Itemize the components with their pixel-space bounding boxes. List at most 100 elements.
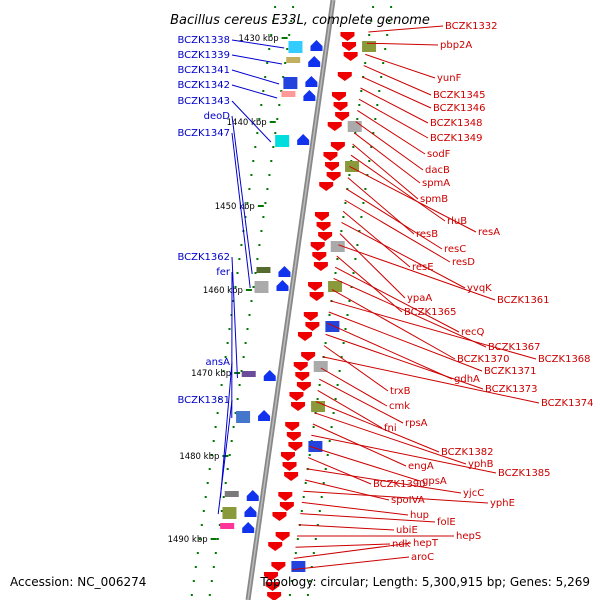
- guide-dot: [374, 118, 377, 120]
- forward-gene-arrow: [263, 370, 276, 381]
- leader-line: [361, 76, 432, 109]
- forward-gene-label: BCZK1347: [177, 128, 230, 139]
- reverse-gene-label: trxB: [390, 386, 411, 397]
- guide-dot: [268, 174, 271, 176]
- reverse-gene-label: spoIVA: [391, 495, 425, 506]
- reverse-gene-label: hepS: [456, 531, 481, 542]
- leader-line: [303, 490, 489, 504]
- leader-line: [300, 513, 436, 523]
- guide-dot: [378, 90, 381, 92]
- guide-dot: [276, 118, 279, 120]
- guide-dot: [274, 6, 277, 8]
- ruler-label: 1480 kbp: [179, 452, 219, 462]
- leader-line: [231, 256, 238, 379]
- gene-feature-block: [291, 561, 306, 572]
- gene-feature-block: [281, 91, 296, 97]
- guide-dot: [218, 398, 221, 400]
- guide-dot: [216, 538, 219, 540]
- guide-dot: [326, 454, 329, 456]
- guide-dot: [220, 384, 223, 386]
- guide-dot: [344, 202, 347, 204]
- reverse-gene-arrow: [280, 452, 295, 461]
- guide-dot: [376, 104, 379, 106]
- reverse-gene-label: BCZK1370: [457, 354, 510, 365]
- guide-dot: [210, 580, 213, 582]
- guide-dot: [284, 62, 287, 64]
- reverse-gene-arrow: [279, 502, 294, 511]
- gene-feature-block: [220, 523, 235, 529]
- reverse-gene-arrow: [337, 72, 352, 81]
- reverse-gene-label: yunF: [437, 73, 462, 84]
- reverse-gene-arrow: [309, 292, 324, 301]
- reverse-gene-arrow: [314, 212, 329, 221]
- forward-gene-arrow: [305, 76, 318, 87]
- guide-dot: [382, 62, 385, 64]
- guide-dot: [364, 62, 367, 64]
- guide-dot: [390, 6, 393, 8]
- reverse-gene-label: resA: [478, 227, 500, 238]
- guide-dot: [340, 230, 343, 232]
- leader-line: [363, 65, 432, 96]
- reverse-gene-label: pbp2A: [440, 40, 472, 51]
- guide-dot: [338, 370, 341, 372]
- reverse-gene-arrow: [312, 252, 327, 261]
- reverse-gene-label: BCZK1390: [373, 479, 426, 490]
- forward-gene-label: BCZK1342: [177, 80, 230, 91]
- leader-line: [336, 255, 403, 313]
- guide-dot: [272, 20, 275, 22]
- ruler-label: 1460 kbp: [203, 286, 243, 296]
- reverse-gene-arrow: [271, 562, 286, 571]
- guide-dot: [366, 174, 369, 176]
- leader-line: [355, 121, 424, 171]
- ruler-label: 1440 kbp: [227, 118, 267, 128]
- reverse-gene-label: resD: [452, 257, 475, 268]
- ruler-label: 1430 kbp: [239, 34, 279, 44]
- forward-gene-label: deoD: [204, 111, 231, 122]
- guide-dot: [190, 594, 193, 596]
- guide-dot: [314, 538, 317, 540]
- guide-dot: [202, 510, 205, 512]
- guide-dot: [388, 20, 391, 22]
- map-title: Bacillus cereus E33L, complete genome: [170, 13, 430, 28]
- guide-dot: [308, 454, 311, 456]
- guide-dot: [206, 482, 209, 484]
- guide-dot: [226, 342, 229, 344]
- leader-line: [295, 543, 391, 548]
- leader-line: [293, 542, 412, 559]
- reverse-gene-label: BCZK1367: [488, 342, 541, 353]
- forward-gene-label: ansA: [205, 357, 230, 368]
- guide-dot: [250, 300, 253, 302]
- reverse-gene-label: BCZK1346: [433, 103, 486, 114]
- reverse-gene-label: recQ: [461, 327, 485, 338]
- guide-dot: [198, 538, 201, 540]
- guide-dot: [246, 328, 249, 330]
- forward-gene-arrow: [297, 134, 310, 145]
- guide-dot: [316, 398, 319, 400]
- reverse-gene-label: gdhA: [454, 374, 480, 385]
- leader-line: [345, 188, 443, 250]
- forward-gene-label: BCZK1338: [177, 35, 230, 46]
- guide-dot: [380, 76, 383, 78]
- leader-line: [331, 289, 456, 360]
- reverse-gene-arrow: [296, 382, 311, 391]
- guide-dot: [282, 76, 285, 78]
- guide-dot: [348, 300, 351, 302]
- accession-text: Accession: NC_006274: [10, 575, 146, 589]
- reverse-gene-label: yvqK: [467, 283, 492, 294]
- leader-line: [342, 210, 411, 268]
- guide-dot: [204, 496, 207, 498]
- reverse-gene-arrow: [318, 232, 333, 241]
- guide-dot: [324, 468, 327, 470]
- reverse-gene-label: gpsA: [422, 476, 447, 487]
- reverse-gene-label: hup: [410, 510, 429, 521]
- gene-feature-block: [308, 441, 323, 452]
- gene-feature-block: [313, 361, 328, 372]
- guide-dot: [218, 524, 221, 526]
- guide-dot: [196, 552, 199, 554]
- leader-line: [350, 154, 446, 222]
- reverse-gene-label: cmk: [389, 401, 410, 412]
- reverse-gene-arrow: [326, 172, 341, 181]
- leader-line: [292, 556, 410, 571]
- leader-line: [231, 100, 272, 143]
